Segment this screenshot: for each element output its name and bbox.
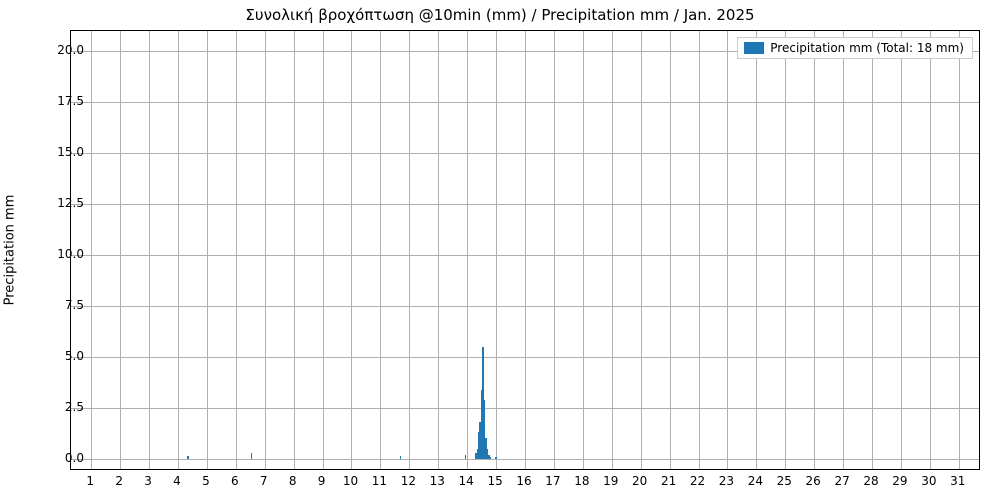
x-tick-label: 12 <box>401 474 416 488</box>
legend: Precipitation mm (Total: 18 mm) <box>737 37 973 59</box>
x-tick-label: 21 <box>661 474 676 488</box>
gridline-vertical <box>583 31 584 469</box>
gridline-vertical <box>496 31 497 469</box>
gridline-vertical <box>612 31 613 469</box>
x-tick-label: 14 <box>459 474 474 488</box>
y-tick-label: 5.0 <box>44 349 84 363</box>
gridline-vertical <box>236 31 237 469</box>
gridline-vertical <box>959 31 960 469</box>
x-tick-label: 25 <box>777 474 792 488</box>
x-tick-label: 29 <box>892 474 907 488</box>
gridline-vertical <box>814 31 815 469</box>
x-tick-label: 11 <box>372 474 387 488</box>
x-tick-label: 10 <box>343 474 358 488</box>
x-tick-label: 4 <box>173 474 181 488</box>
gridline-vertical <box>380 31 381 469</box>
y-tick-label: 7.5 <box>44 298 84 312</box>
gridline-vertical <box>727 31 728 469</box>
x-tick-label: 28 <box>863 474 878 488</box>
gridline-vertical <box>699 31 700 469</box>
gridline-vertical <box>207 31 208 469</box>
legend-label: Precipitation mm (Total: 18 mm) <box>770 41 964 55</box>
x-tick-label: 8 <box>289 474 297 488</box>
x-tick-label: 22 <box>690 474 705 488</box>
y-tick-label: 15.0 <box>44 145 84 159</box>
y-tick-label: 12.5 <box>44 196 84 210</box>
legend-swatch <box>744 42 764 54</box>
gridline-vertical <box>467 31 468 469</box>
x-tick-label: 15 <box>487 474 502 488</box>
gridline-vertical <box>756 31 757 469</box>
bar <box>400 456 401 458</box>
y-tick-label: 2.5 <box>44 400 84 414</box>
plot-area: Precipitation mm (Total: 18 mm) <box>70 30 980 470</box>
x-tick-label: 7 <box>260 474 268 488</box>
x-tick-label: 2 <box>115 474 123 488</box>
chart-container: Συνολική βροχόπτωση @10min (mm) / Precip… <box>0 0 1000 500</box>
y-tick-label: 0.0 <box>44 451 84 465</box>
gridline-vertical <box>409 31 410 469</box>
y-axis-label: Precipitation mm <box>3 195 18 306</box>
gridline-vertical <box>641 31 642 469</box>
x-tick-label: 31 <box>950 474 965 488</box>
gridline-vertical <box>785 31 786 469</box>
gridline-vertical <box>149 31 150 469</box>
x-tick-label: 20 <box>632 474 647 488</box>
gridline-vertical <box>930 31 931 469</box>
gridline-vertical <box>843 31 844 469</box>
x-tick-label: 19 <box>603 474 618 488</box>
x-tick-label: 26 <box>806 474 821 488</box>
x-tick-label: 24 <box>748 474 763 488</box>
gridline-vertical <box>265 31 266 469</box>
x-tick-label: 17 <box>545 474 560 488</box>
x-tick-label: 9 <box>318 474 326 488</box>
chart-title: Συνολική βροχόπτωση @10min (mm) / Precip… <box>0 6 1000 24</box>
bar <box>490 457 491 459</box>
gridline-vertical <box>294 31 295 469</box>
y-tick-label: 20.0 <box>44 43 84 57</box>
x-tick-label: 23 <box>719 474 734 488</box>
gridline-vertical <box>120 31 121 469</box>
x-tick-label: 16 <box>516 474 531 488</box>
gridline-vertical <box>178 31 179 469</box>
bar <box>187 456 188 458</box>
x-tick-label: 5 <box>202 474 210 488</box>
x-tick-label: 18 <box>574 474 589 488</box>
bar <box>495 457 496 459</box>
y-tick-label: 10.0 <box>44 247 84 261</box>
gridline-vertical <box>438 31 439 469</box>
y-tick-label: 17.5 <box>44 94 84 108</box>
bar <box>465 455 466 459</box>
gridline-vertical <box>323 31 324 469</box>
x-tick-label: 30 <box>921 474 936 488</box>
x-tick-label: 3 <box>144 474 152 488</box>
x-tick-label: 13 <box>430 474 445 488</box>
gridline-vertical <box>91 31 92 469</box>
gridline-vertical <box>554 31 555 469</box>
bar <box>251 453 252 459</box>
gridline-vertical <box>872 31 873 469</box>
gridline-vertical <box>901 31 902 469</box>
gridline-vertical <box>525 31 526 469</box>
x-tick-label: 1 <box>86 474 94 488</box>
gridline-vertical <box>351 31 352 469</box>
x-tick-label: 27 <box>834 474 849 488</box>
x-tick-label: 6 <box>231 474 239 488</box>
gridline-vertical <box>670 31 671 469</box>
